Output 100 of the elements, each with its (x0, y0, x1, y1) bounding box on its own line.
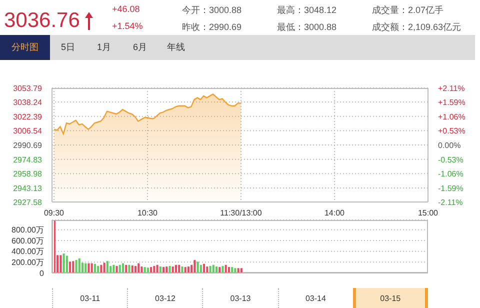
bar (60, 255, 62, 273)
text: 3036.76 (4, 9, 80, 33)
bar (116, 266, 118, 273)
y-tick-label: 200.00万 (12, 258, 44, 268)
bar (206, 266, 208, 273)
bar (146, 268, 149, 273)
bar (97, 266, 100, 273)
text: 分时图 (0, 35, 50, 60)
bar (103, 262, 106, 273)
y-tick-label: 0 (40, 268, 45, 278)
bar (138, 263, 140, 273)
x-tick-label: 10:30 (137, 208, 158, 218)
bar (118, 264, 121, 273)
text: 1月 (96, 41, 112, 54)
bar (153, 266, 156, 273)
text: 6月 (132, 41, 148, 54)
text: +46.08 (112, 4, 140, 14)
bar (134, 266, 136, 273)
y-tick-label: 3022.39 (13, 112, 43, 122)
text: 03-13 (202, 288, 278, 308)
bar (212, 264, 214, 273)
bar (196, 262, 199, 273)
bar (222, 266, 224, 273)
bar (184, 267, 186, 273)
y-tick-label: 3006.54 (13, 126, 43, 136)
bar (166, 266, 168, 273)
text: +1.54% (112, 21, 143, 31)
text: 成交量：2.07亿手 (372, 4, 444, 17)
bar (62, 254, 65, 273)
bar (174, 264, 177, 273)
bar (200, 264, 202, 273)
bar (156, 264, 158, 273)
bar (94, 264, 96, 273)
y2-tick-label: +1.59% (438, 98, 466, 108)
text: 昨收：2990.69 (182, 21, 242, 34)
bar (150, 267, 152, 273)
y2-tick-label: -1.59% (438, 184, 464, 193)
bar (72, 261, 74, 273)
y-tick-label: 2974.83 (13, 155, 43, 164)
bar (122, 263, 124, 273)
text: 今开：3000.88 (182, 4, 242, 17)
text: 03-15 (352, 288, 428, 308)
bar (81, 262, 84, 273)
bar (69, 262, 72, 273)
y2-tick-label: -1.06% (438, 170, 464, 179)
bar (100, 264, 102, 273)
bar (88, 263, 90, 273)
bar (178, 264, 180, 273)
bar (216, 266, 218, 273)
bar (203, 264, 206, 273)
bar (75, 260, 78, 273)
x-tick-label: 15:00 (418, 208, 439, 218)
text: 03-14 (278, 288, 353, 308)
bar (66, 256, 68, 273)
y-tick-label: 2943.13 (13, 184, 43, 193)
text: 年线 (166, 41, 186, 54)
bar (172, 266, 174, 273)
bar (168, 266, 171, 273)
text: 成交额：2,109.63亿元 (372, 21, 462, 34)
y2-tick-label: -2.11% (438, 198, 463, 207)
bar (181, 266, 184, 273)
bar (209, 266, 212, 273)
bar (187, 266, 190, 273)
y-tick-label: 400.00万 (12, 247, 44, 256)
y2-tick-label: -0.53% (438, 155, 464, 164)
bar (112, 264, 115, 273)
bar (159, 266, 162, 273)
y2-tick-label: +0.53% (438, 126, 466, 136)
y2-tick-label: +1.06% (438, 112, 466, 122)
x-tick-label: 14:00 (324, 208, 346, 218)
y2-tick-label: 0.00% (438, 141, 461, 150)
text: 03-11 (52, 288, 128, 308)
y-tick-label: 3053.79 (13, 84, 43, 93)
text: 最低：3000.88 (277, 21, 337, 34)
y-tick-label: 3038.24 (13, 98, 43, 108)
x-tick-label: 11:30/13:00 (220, 208, 262, 218)
text: 5日 (60, 41, 76, 54)
bar (106, 261, 108, 273)
bar (125, 264, 128, 273)
y-tick-label: 2958.98 (13, 170, 43, 179)
bar (194, 260, 196, 273)
text: 03-12 (127, 288, 202, 308)
bar (218, 267, 221, 273)
y2-tick-label: +2.11% (438, 84, 465, 93)
bar (231, 267, 234, 273)
bar (128, 264, 130, 273)
bar (78, 258, 80, 273)
y-tick-label: 2927.58 (13, 198, 43, 207)
y-tick-label: 800.00万 (12, 226, 44, 235)
text: 最高：3048.12 (277, 4, 337, 17)
bar (228, 267, 230, 273)
x-tick-label: 09:30 (44, 208, 65, 218)
bar (140, 266, 143, 273)
bar (224, 264, 227, 273)
bar (131, 265, 134, 273)
y-tick-label: 600.00万 (12, 236, 44, 246)
bar (240, 268, 242, 273)
bar (234, 268, 236, 273)
bar (144, 267, 146, 273)
bar (84, 263, 87, 273)
